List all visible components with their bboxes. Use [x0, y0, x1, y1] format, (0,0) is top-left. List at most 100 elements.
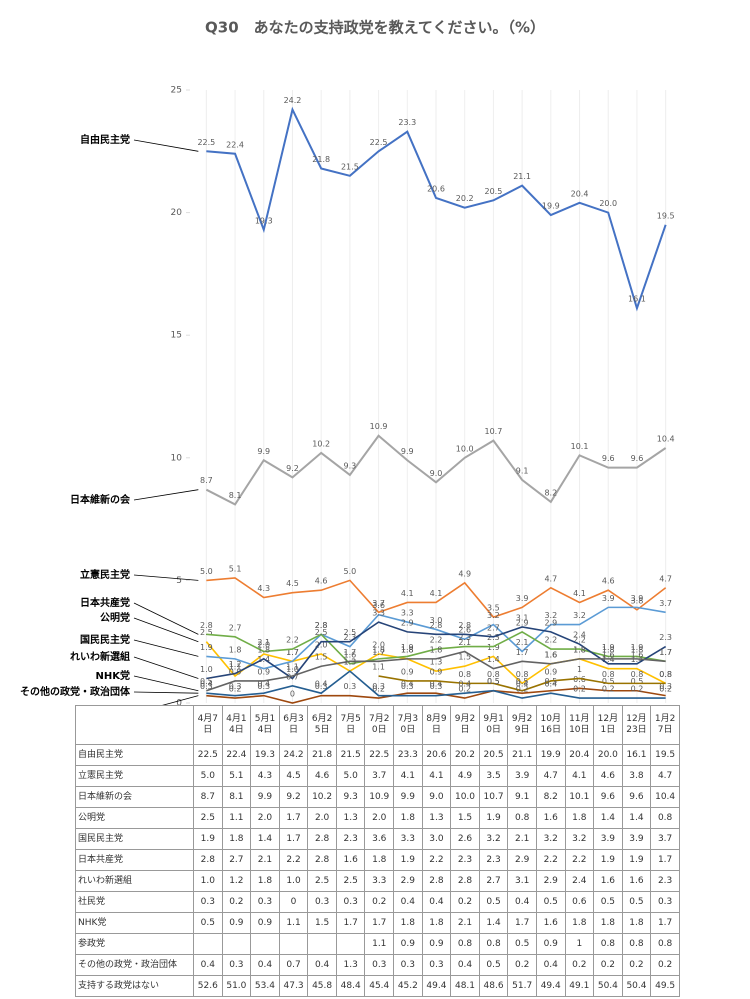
table-cell: 52.6	[193, 975, 223, 997]
table-row: NHK党 0.5 0.9 0.9 1.1 1.5 1.7 1.7 1.8 1.8 2.1 1.4 1.7…	[75, 912, 680, 934]
data-label: 0.9	[430, 667, 443, 676]
data-label: 23.3	[398, 118, 416, 127]
table-cell: 1.9	[193, 828, 223, 850]
data-label: 0.9	[544, 667, 557, 676]
table-cell: 0.3	[393, 954, 423, 976]
data-label: 9.6	[631, 454, 644, 463]
data-label: 1.6	[544, 650, 557, 659]
row-header: 立憲民主党	[75, 765, 194, 787]
table-cell: 0.3	[335, 891, 366, 913]
leader-line	[133, 617, 199, 643]
table-cell: 0.2	[621, 954, 652, 976]
table-cell: 0.9	[421, 933, 452, 955]
table-cell: 5.0	[193, 765, 223, 787]
table-cell: 2.0	[250, 807, 280, 829]
row-header: 国民民主党	[75, 828, 194, 850]
data-label: 10.2	[312, 439, 330, 448]
data-label: 1.6	[344, 650, 357, 659]
table-cell: 4.7	[535, 765, 566, 787]
data-label: 0.5	[516, 677, 529, 686]
table-cell: 2.7	[478, 870, 509, 892]
table-cell: 1.8	[393, 807, 423, 829]
table-cell: 49.5	[650, 975, 680, 997]
table-cell: 0.4	[421, 891, 452, 913]
data-label: 2.9	[401, 618, 414, 627]
table-cell: 9.6	[621, 786, 652, 808]
table-cell: 2.2	[421, 849, 452, 871]
data-label: 22.4	[226, 140, 244, 149]
data-label: 2.0	[315, 640, 328, 649]
data-label: 10.1	[571, 442, 589, 451]
table-cell: 1.2	[221, 870, 252, 892]
data-label: 1.6	[544, 650, 557, 659]
data-label: 1.7	[286, 648, 299, 657]
table-cell: 1.8	[250, 870, 280, 892]
table-cell: 9.6	[593, 786, 623, 808]
table-cell: 0.4	[535, 954, 566, 976]
table-cell: 10.9	[364, 786, 395, 808]
table-cell: 0.2	[364, 891, 395, 913]
table-cell: 2.4	[564, 870, 595, 892]
data-label: 1.9	[602, 643, 615, 652]
table-cell: 3.7	[364, 765, 395, 787]
data-label: 3.6	[372, 601, 385, 610]
y-tick-label: 25	[171, 86, 182, 96]
table-cell: 10.0	[450, 786, 480, 808]
table-cell: 48.4	[335, 975, 366, 997]
leader-line	[133, 489, 199, 501]
table-cell: 1	[564, 933, 595, 955]
data-label: 8.7	[200, 476, 213, 485]
data-label: 1.4	[631, 655, 644, 664]
table-cell: 3.2	[535, 828, 566, 850]
table-cell: 3.2	[564, 828, 595, 850]
data-label: 0.2	[516, 685, 529, 694]
data-label: 1.7	[286, 648, 299, 657]
data-label: 0.3	[229, 682, 242, 691]
table-cell: 9.1	[507, 786, 537, 808]
table-cell: 5.1	[221, 765, 252, 787]
table-cell: 1.7	[650, 849, 680, 871]
data-label: 21.5	[341, 162, 359, 171]
table-cell: 0.8	[621, 933, 652, 955]
table-cell: 1.4	[250, 828, 280, 850]
table-cell: 21.1	[507, 744, 537, 766]
table-cell: 9.2	[278, 786, 309, 808]
table-cell: 1.6	[621, 870, 652, 892]
data-label: 24.2	[284, 96, 302, 105]
data-label: 3.2	[573, 611, 586, 620]
data-label: 1.9	[487, 643, 500, 652]
column-header: 7月30日	[393, 705, 423, 745]
data-label: 0.8	[602, 670, 615, 679]
table-cell: 9.9	[393, 786, 423, 808]
leader-line	[133, 675, 199, 692]
data-label: 2.8	[458, 621, 471, 630]
data-label: 1.8	[372, 645, 385, 654]
table-cell: 2.8	[450, 870, 480, 892]
row-header: 参政党	[75, 933, 194, 955]
data-label: 20.2	[456, 194, 474, 203]
table-cell: 0.9	[221, 912, 252, 934]
data-label: 1.3	[344, 658, 357, 667]
data-label: 1.8	[602, 645, 615, 654]
data-label: 4.9	[458, 569, 471, 578]
data-label: 0.4	[401, 680, 414, 689]
table-cell: 22.5	[364, 744, 395, 766]
data-label: 4.6	[315, 577, 328, 586]
data-label: 9.0	[430, 469, 443, 478]
table-cell: 1.9	[393, 849, 423, 871]
data-label: 0	[290, 690, 295, 699]
table-row: 立憲民主党 5.0 5.1 4.3 4.5 4.6 5.0 3.7 4.1 4.1 4.9 3.5 3.…	[75, 765, 680, 787]
data-label: 2.9	[544, 618, 557, 627]
data-label: 9.9	[257, 447, 270, 456]
table-cell: 2.3	[650, 870, 680, 892]
table-cell: 50.4	[593, 975, 623, 997]
table-cell: 0.5	[193, 912, 223, 934]
data-label: 4.7	[544, 574, 557, 583]
data-label: 1.7	[659, 648, 672, 657]
table-cell: 2.2	[535, 849, 566, 871]
table-cell: 1.0	[193, 870, 223, 892]
table-cell: 0.5	[478, 891, 509, 913]
table-cell: 2.8	[307, 849, 337, 871]
table-cell: 0.4	[193, 954, 223, 976]
data-label: 2.8	[200, 621, 213, 630]
